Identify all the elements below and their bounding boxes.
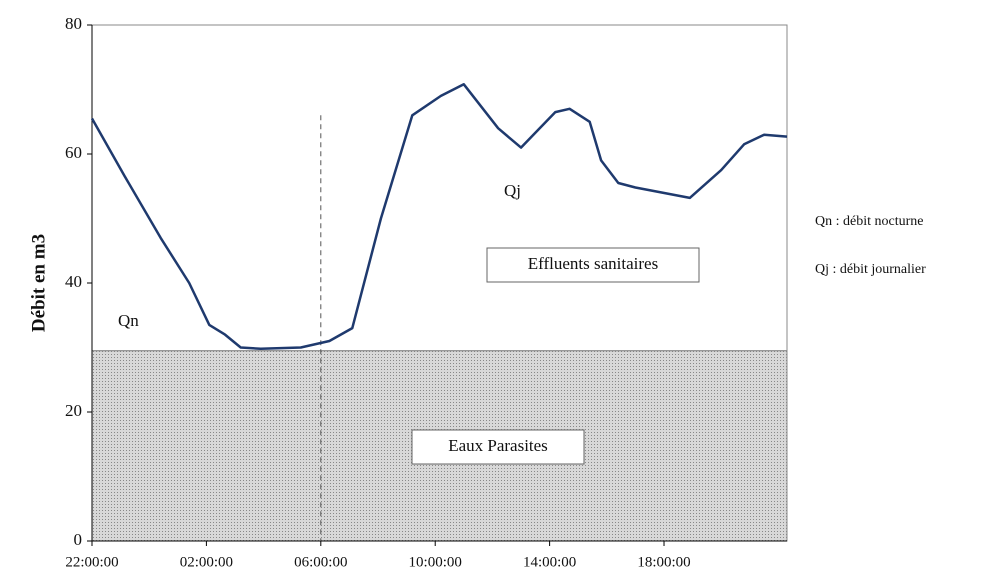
label-box: [486, 247, 700, 283]
x-tick-label: 06:00:00: [294, 554, 347, 570]
y-tick-label: 80: [65, 14, 82, 33]
y-tick-label: 0: [74, 530, 83, 549]
note: Qn : débit nocturne: [815, 214, 923, 229]
x-tick-label: 18:00:00: [637, 554, 690, 570]
annotation: Qn: [118, 311, 139, 330]
x-tick-label: 02:00:00: [180, 554, 233, 570]
label-box: [411, 429, 585, 465]
y-tick-label: 40: [65, 272, 82, 291]
data-line: [90, 83, 788, 351]
box-label: Effluents sanitaires: [528, 254, 658, 273]
note: Qj : débit journalier: [815, 262, 926, 277]
y-axis-label: Débit en m3: [28, 234, 49, 332]
x-tick-label: 14:00:00: [523, 554, 576, 570]
x-tick-label: 22:00:00: [65, 554, 118, 570]
box-label: Eaux Parasites: [448, 436, 548, 455]
x-tick-label: 10:00:00: [409, 554, 462, 570]
y-tick-label: 60: [65, 143, 82, 162]
annotation: Qj: [504, 181, 521, 200]
y-tick-label: 20: [65, 401, 82, 420]
